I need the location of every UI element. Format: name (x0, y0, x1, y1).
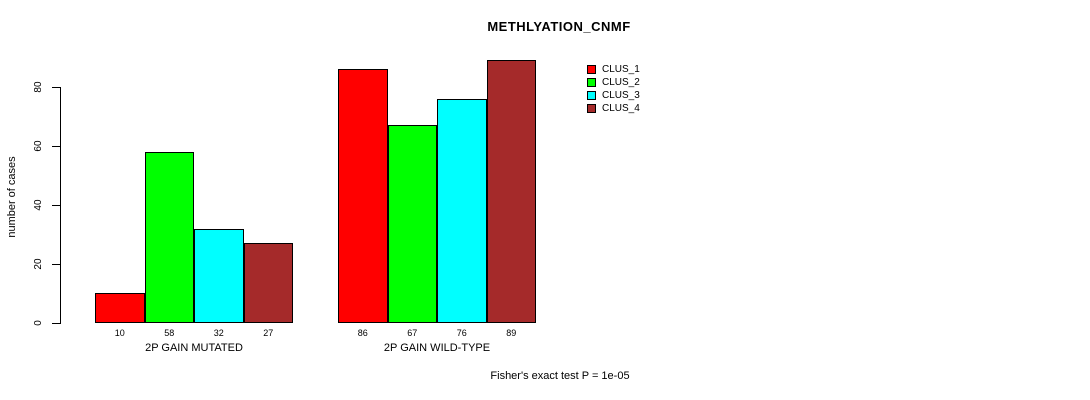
y-tick-label: 60 (33, 140, 44, 152)
y-tick-mark (52, 322, 60, 324)
bar-clus_4-group2 (486, 60, 536, 323)
legend-label: CLUS_3 (602, 90, 640, 101)
legend-swatch-icon (587, 78, 596, 87)
legend-swatch-icon (587, 65, 596, 74)
bar-value-label: 67 (407, 328, 418, 338)
y-tick-mark (52, 204, 60, 206)
bar-value-label: 76 (456, 328, 467, 338)
bar-value-label: 27 (263, 328, 274, 338)
y-tick-label: 20 (33, 258, 44, 270)
y-axis-line (60, 87, 61, 324)
statistical-test-note: Fisher's exact test P = 1e-05 (490, 370, 630, 382)
group-label-2: 2P GAIN WILD-TYPE (383, 342, 491, 354)
legend-item-clus_1: CLUS_1 (587, 63, 640, 76)
bar-clus_1-group1 (95, 293, 145, 323)
y-axis-label: number of cases (6, 156, 18, 238)
chart-title: METHLYATION_CNMF (487, 19, 631, 34)
bar-clus_3-group1 (194, 229, 244, 323)
legend-swatch-icon (587, 104, 596, 113)
group-label-1: 2P GAIN MUTATED (145, 342, 243, 354)
legend-swatch-icon (587, 91, 596, 100)
legend: CLUS_1 CLUS_2 CLUS_3 CLUS_4 (587, 63, 640, 115)
bar-clus_1-group2 (338, 69, 388, 323)
legend-label: CLUS_4 (602, 103, 640, 114)
bar-value-label: 58 (164, 328, 175, 338)
legend-item-clus_3: CLUS_3 (587, 89, 640, 102)
y-tick-mark (52, 145, 60, 147)
bar-clus_3-group2 (437, 99, 487, 323)
legend-label: CLUS_1 (602, 64, 640, 75)
y-tick-mark (52, 86, 60, 88)
legend-item-clus_2: CLUS_2 (587, 76, 640, 89)
bar-clus_4-group1 (243, 243, 293, 323)
y-tick-label: 0 (33, 320, 44, 326)
legend-label: CLUS_2 (602, 77, 640, 88)
y-tick-mark (52, 263, 60, 265)
bar-clus_2-group1 (144, 152, 194, 323)
y-tick-label: 40 (33, 199, 44, 211)
y-tick-label: 80 (33, 81, 44, 93)
bar-value-label: 32 (213, 328, 224, 338)
bar-clus_2-group2 (387, 125, 437, 323)
legend-item-clus_4: CLUS_4 (587, 102, 640, 115)
bar-value-label: 86 (357, 328, 368, 338)
bar-value-label: 89 (506, 328, 517, 338)
bar-value-label: 10 (114, 328, 125, 338)
